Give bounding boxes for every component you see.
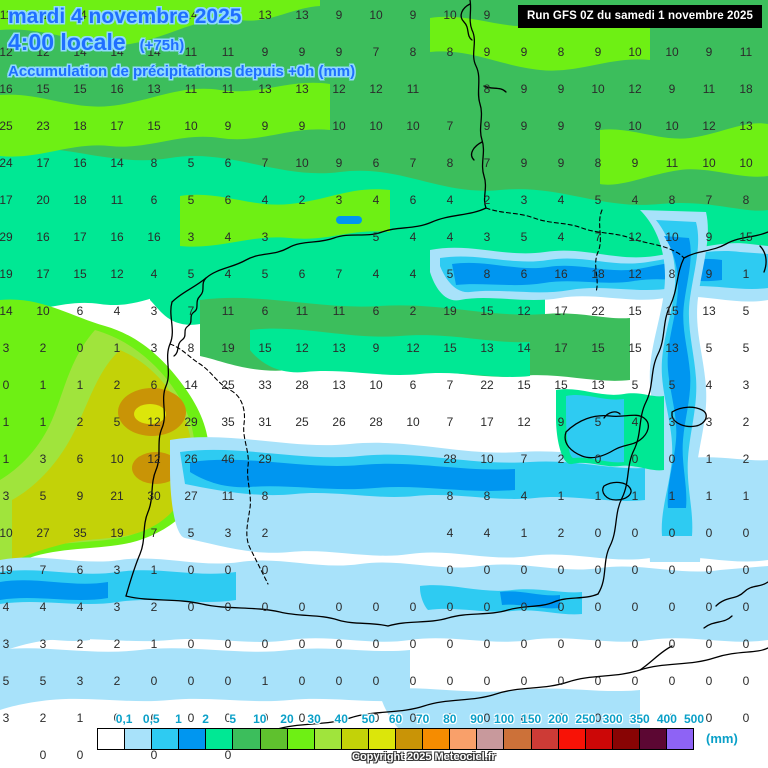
legend-swatch xyxy=(125,729,153,749)
model-run-badge: Run GFS 0Z du samedi 1 novembre 2025 xyxy=(517,5,762,28)
legend-swatch xyxy=(477,729,505,749)
legend-swatch xyxy=(368,729,397,749)
legend-swatch xyxy=(666,729,694,749)
legend-swatch xyxy=(558,729,586,749)
legend-swatch xyxy=(423,729,451,749)
legend-swatch xyxy=(206,729,234,749)
legend-swatch xyxy=(639,729,667,749)
legend-swatch xyxy=(585,729,613,749)
copyright-notice: Copyright 2025 Meteociel.fr xyxy=(352,751,496,763)
legend-swatch xyxy=(504,729,532,749)
legend-swatch xyxy=(233,729,261,749)
legend-swatch xyxy=(98,729,126,749)
legend-swatch xyxy=(341,729,369,749)
legend-unit-label: (mm) xyxy=(706,731,738,746)
legend-swatch xyxy=(531,729,559,749)
legend-swatch xyxy=(287,729,315,749)
legend-swatch xyxy=(260,729,288,749)
legend-swatch xyxy=(396,729,424,749)
legend-swatch xyxy=(152,729,180,749)
legend-swatch xyxy=(612,729,640,749)
precipitation-color-scale[interactable] xyxy=(97,728,694,750)
legend-swatch xyxy=(314,729,342,749)
legend-swatch xyxy=(179,729,207,749)
legend-swatch xyxy=(450,729,478,749)
